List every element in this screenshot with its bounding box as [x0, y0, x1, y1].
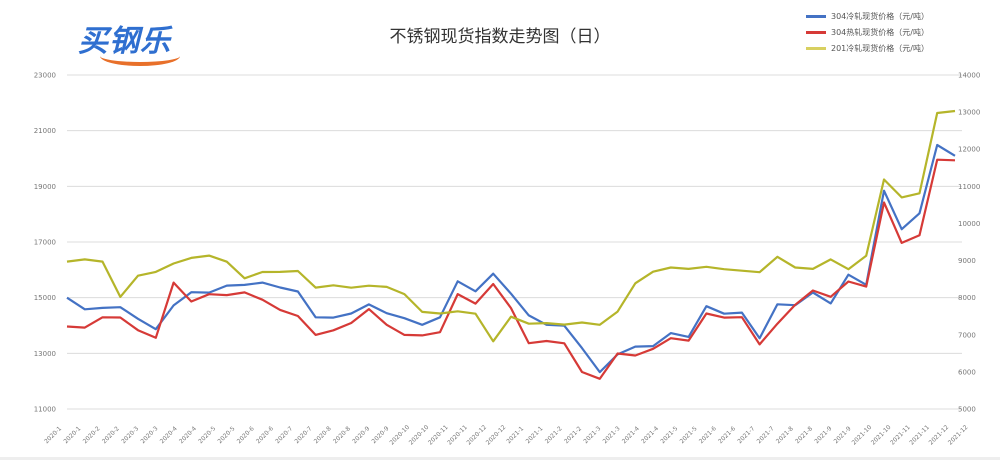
x-tick-label: 2020-10 — [408, 424, 431, 447]
data-series — [66, 109, 956, 380]
brand-logo: 买钢乐 — [78, 16, 208, 66]
right-tick-label: 9000 — [958, 257, 976, 265]
x-axis: 2020-1 2020-1 2020-2 2020-2 2020-3 2020-3 2020… — [43, 424, 969, 447]
series-line-2 — [66, 109, 956, 343]
legend-label: 201冷轧现货价格（元/吨） — [831, 43, 929, 53]
x-tick-label: 2020-12 — [485, 424, 508, 447]
legend-swatch-yellow-icon — [806, 46, 826, 50]
x-tick-label: 2021-7 — [736, 425, 756, 445]
x-tick-label: 2021-3 — [582, 425, 602, 445]
x-tick-label: 2021-9 — [813, 425, 833, 445]
right-tick-label: 13000 — [958, 109, 980, 117]
right-tick-label: 10000 — [958, 220, 980, 228]
series-line-0 — [66, 143, 956, 374]
x-tick-label: 2021-7 — [756, 425, 776, 445]
x-tick-label: 2021-2 — [563, 425, 583, 445]
legend-item-304-cold: 304冷轧现货价格（元/吨） — [806, 8, 929, 24]
x-tick-label: 2021-1 — [505, 425, 525, 445]
x-tick-label: 2020-4 — [159, 425, 179, 445]
right-tick-label: 8000 — [958, 294, 976, 302]
x-tick-label: 2021-12 — [947, 424, 970, 447]
right-y-axis: 5000 6000 7000 8000 9000 10000 11000 12000 13000… — [958, 72, 980, 414]
right-tick-label: 14000 — [958, 72, 980, 80]
x-tick-label: 2021-5 — [679, 425, 699, 445]
x-tick-label: 2020-9 — [351, 425, 371, 445]
x-tick-label: 2020-3 — [120, 425, 140, 445]
left-tick-label: 11000 — [34, 406, 56, 414]
x-tick-label: 2021-4 — [621, 425, 641, 445]
right-tick-label: 6000 — [958, 368, 976, 376]
x-tick-label: 2020-8 — [313, 425, 333, 445]
left-tick-label: 21000 — [34, 127, 56, 135]
legend-label: 304冷轧现货价格（元/吨） — [831, 11, 929, 21]
legend-label: 304热轧现货价格（元/吨） — [831, 27, 929, 37]
x-tick-label: 2021-8 — [794, 425, 814, 445]
x-tick-label: 2021-6 — [698, 425, 718, 445]
x-tick-label: 2020-1 — [43, 425, 63, 445]
left-y-axis: 11000 13000 15000 17000 19000 21000 23000 — [34, 72, 56, 414]
x-tick-label: 2020-3 — [139, 425, 159, 445]
x-tick-label: 2020-1 — [62, 425, 82, 445]
logo-smile-icon — [100, 46, 180, 66]
x-tick-label: 2020-12 — [465, 424, 488, 447]
x-tick-label: 2021-6 — [717, 425, 737, 445]
x-tick-label: 2020-6 — [236, 425, 256, 445]
x-tick-label: 2020-7 — [274, 425, 294, 445]
left-tick-label: 19000 — [34, 183, 56, 191]
x-tick-label: 2021-1 — [525, 425, 545, 445]
right-tick-label: 11000 — [958, 183, 980, 191]
x-tick-label: 2021-2 — [544, 425, 564, 445]
chart-legend: 304冷轧现货价格（元/吨） 304热轧现货价格（元/吨） 201冷轧现货价格（… — [806, 8, 929, 56]
right-tick-label: 5000 — [958, 406, 976, 414]
bottom-divider — [0, 457, 1000, 460]
x-tick-label: 2020-2 — [82, 425, 102, 445]
x-tick-label: 2020-5 — [197, 425, 217, 445]
x-tick-label: 2020-4 — [178, 425, 198, 445]
legend-swatch-blue-icon — [806, 14, 826, 18]
chart-title: 不锈钢现货指数走势图（日） — [389, 27, 611, 47]
legend-swatch-red-icon — [806, 30, 826, 34]
left-tick-label: 15000 — [34, 294, 56, 302]
x-tick-label: 2020-2 — [101, 425, 121, 445]
legend-item-201-cold: 201冷轧现货价格（元/吨） — [806, 40, 929, 56]
x-tick-label: 2021-11 — [908, 424, 931, 447]
left-tick-label: 13000 — [34, 350, 56, 358]
x-tick-label: 2020-7 — [294, 425, 314, 445]
x-tick-label: 2020-6 — [255, 425, 275, 445]
x-tick-label: 2021-3 — [602, 425, 622, 445]
x-tick-label: 2021-8 — [775, 425, 795, 445]
right-tick-label: 7000 — [958, 331, 976, 339]
x-tick-label: 2020-8 — [332, 425, 352, 445]
x-tick-label: 2021-5 — [659, 425, 679, 445]
left-tick-label: 23000 — [34, 72, 56, 80]
x-tick-label: 2021-10 — [851, 424, 874, 447]
x-tick-label: 2020-5 — [216, 425, 236, 445]
right-tick-label: 12000 — [958, 146, 980, 154]
left-tick-label: 17000 — [34, 239, 56, 247]
x-tick-label: 2021-4 — [640, 425, 660, 445]
legend-item-304-hot: 304热轧现货价格（元/吨） — [806, 24, 929, 40]
gridlines — [67, 74, 962, 410]
series-line-1 — [66, 158, 956, 380]
